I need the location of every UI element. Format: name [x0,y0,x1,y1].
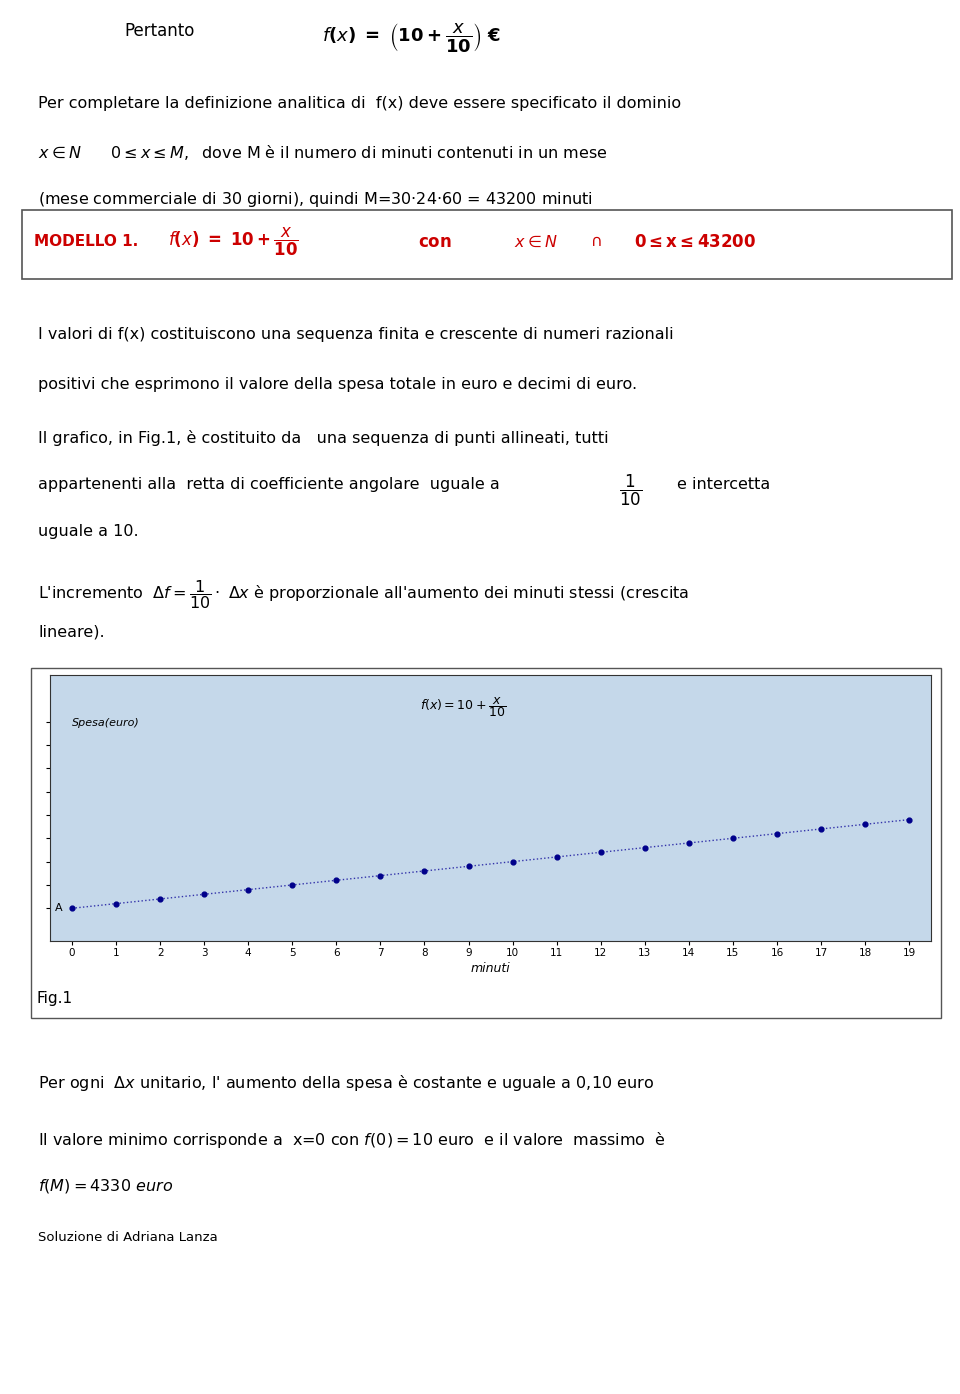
Point [505,850,520,873]
Point [417,860,432,882]
Point [901,809,917,831]
Text: I valori di f(x) costituiscono una sequenza finita e crescente di numeri raziona: I valori di f(x) costituiscono una seque… [38,326,674,342]
Point [372,864,388,887]
Text: (mese commerciale di 30 giorni), quindi M=30$\cdot$24$\cdot$60 = 43200 minuti: (mese commerciale di 30 giorni), quindi … [38,190,593,209]
Text: Il valore minimo corrisponde a  x=0 con $f(0) = 10$ euro  e il valore  massimo  : Il valore minimo corrisponde a x=0 con $… [38,1131,666,1150]
Text: uguale a 10.: uguale a 10. [38,524,139,539]
Point [637,836,653,859]
Text: $x \in N$: $x \in N$ [514,234,557,250]
Text: A: A [56,903,62,913]
Text: $\dfrac{1}{10}$: $\dfrac{1}{10}$ [619,473,642,509]
Text: Per ogni  $\Delta x$ unitario, l' aumento della spesa è costante e uguale a 0,10: Per ogni $\Delta x$ unitario, l' aumento… [38,1073,655,1093]
Point [857,813,873,835]
Text: Spesa(euro): Spesa(euro) [72,718,140,728]
Point [461,855,476,877]
Point [682,832,697,855]
Point [725,827,740,849]
Text: $\cap$: $\cap$ [590,234,602,250]
Text: $\mathbf{con}$: $\mathbf{con}$ [418,233,451,251]
Point [241,878,256,901]
Point [813,818,828,841]
Point [328,868,344,891]
Point [197,884,212,906]
X-axis label: minuti: minuti [470,962,511,974]
Text: Pertanto: Pertanto [125,22,195,40]
Text: Per completare la definizione analitica di  f(x) deve essere specificato il domi: Per completare la definizione analitica … [38,96,682,112]
Text: $x \in N$      $0 \leq x \leq M,$  dove M è il numero di minuti contenuti in un : $x \in N$ $0 \leq x \leq M,$ dove M è il… [38,142,608,162]
Text: $f(x) = 10 + \dfrac{x}{10}$: $f(x) = 10 + \dfrac{x}{10}$ [420,696,506,719]
FancyBboxPatch shape [22,210,952,279]
Point [64,898,80,920]
Text: $\mathbf{0 \leq x \leq 43200}$: $\mathbf{0 \leq x \leq 43200}$ [634,233,756,251]
Text: Soluzione di Adriana Lanza: Soluzione di Adriana Lanza [38,1231,218,1243]
Text: $\mathbf{\mathit{f}(\mathit{x})\ =\ \mathbf{10} + \dfrac{\mathit{x}}{\mathbf{10}: $\mathbf{\mathit{f}(\mathit{x})\ =\ \mat… [168,226,299,258]
Text: Il grafico, in Fig.1, è costituito da   una sequenza di punti allineati, tutti: Il grafico, in Fig.1, è costituito da un… [38,431,609,446]
Point [593,841,609,863]
Text: positivi che esprimono il valore della spesa totale in euro e decimi di euro.: positivi che esprimono il valore della s… [38,376,637,392]
Point [549,846,564,868]
Point [284,874,300,896]
Text: $\mathbf{\mathit{f}(\mathit{x})\ =\ \left(\mathbf{10} + \dfrac{\mathit{x}}{\math: $\mathbf{\mathit{f}(\mathit{x})\ =\ \lef… [322,21,500,54]
Point [108,892,124,914]
Text: Fig.1: Fig.1 [36,991,73,1006]
Text: MODELLO 1.: MODELLO 1. [34,234,138,250]
Text: e intercetta: e intercetta [677,477,770,492]
Text: L'incremento  $\Delta f = \dfrac{1}{10}\cdot\ \Delta x$ è proporzionale all'aume: L'incremento $\Delta f = \dfrac{1}{10}\c… [38,577,689,611]
Point [153,888,168,910]
Text: lineare).: lineare). [38,625,105,640]
Text: appartenenti alla  retta di coefficiente angolare  uguale a: appartenenti alla retta di coefficiente … [38,477,500,492]
Point [769,822,784,845]
Text: $f(M) = 4330\ \mathit{euro}$: $f(M) = 4330\ \mathit{euro}$ [38,1177,174,1195]
